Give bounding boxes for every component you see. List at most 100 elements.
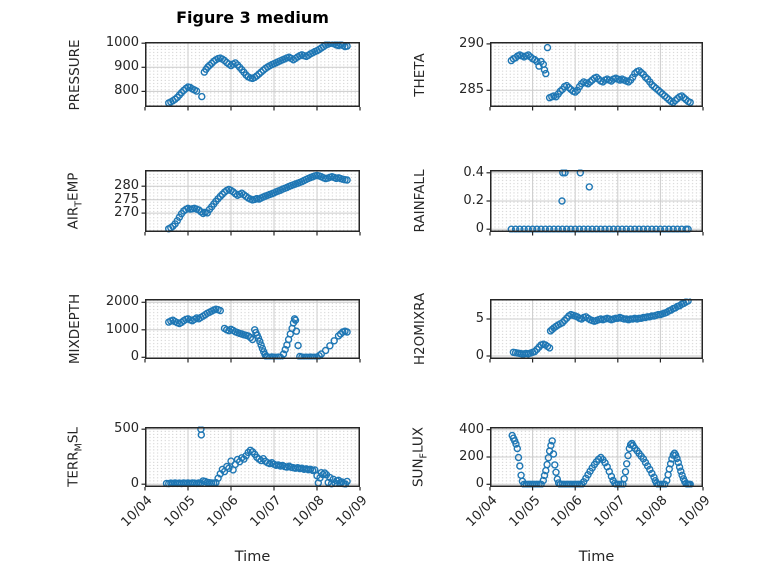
- data-point: [562, 81, 571, 90]
- data-point: [545, 225, 554, 233]
- data-point: [669, 98, 677, 107]
- data-point: [624, 451, 632, 460]
- data-point: [319, 470, 327, 479]
- data-point: [254, 334, 263, 342]
- data-point: [274, 353, 282, 360]
- series-sun-flux: [508, 431, 694, 488]
- data-point: [678, 471, 686, 479]
- axes-spine: [490, 299, 703, 359]
- x-axis-label-time-right: Time: [578, 549, 615, 565]
- ylabel-text: H2OMIXRA: [412, 292, 428, 366]
- series-mixdepth: [165, 305, 351, 360]
- data-point: [643, 225, 652, 233]
- data-point: [537, 225, 545, 233]
- data-point: [343, 477, 351, 486]
- data-point: [684, 298, 692, 305]
- data-point: [584, 225, 592, 233]
- data-point: [321, 346, 330, 355]
- y-tick-label-sun-flux: 0: [475, 476, 484, 492]
- ylabel-text: MIXDEPTH: [67, 293, 83, 365]
- y-tick-label-mixdepth: 1000: [105, 321, 139, 337]
- data-point: [513, 444, 521, 453]
- data-point: [671, 451, 680, 459]
- data-point: [511, 225, 520, 233]
- y-tick-label-rainfall: 0.4: [463, 164, 484, 180]
- data-point: [671, 96, 680, 105]
- y-tick-label-air-temp: 280: [114, 178, 139, 194]
- y-tick-label-rainfall: 0: [475, 221, 484, 237]
- plot-air-temp: [141, 170, 361, 236]
- data-point: [537, 480, 545, 488]
- y-tick-label-pressure: 1000: [105, 35, 139, 51]
- data-point: [580, 225, 588, 233]
- data-point: [543, 43, 552, 52]
- ylabel-text: TERR: [65, 451, 82, 487]
- ylabel-text: PRESSURE: [67, 39, 83, 110]
- data-point: [255, 70, 263, 78]
- data-point: [533, 225, 541, 233]
- data-point: [311, 353, 319, 360]
- series-h2omixra: [509, 298, 692, 358]
- figure-title: Figure 3 medium: [176, 8, 329, 27]
- y-axis-label-h2omixra: H2OMIXRA: [412, 293, 428, 365]
- data-point: [684, 225, 692, 233]
- series-air-temp: [165, 171, 351, 233]
- y-tick-label-mixdepth: 2000: [105, 294, 139, 310]
- ylabel-text: SL: [65, 427, 82, 444]
- data-point: [244, 448, 252, 457]
- series-pressure: [165, 41, 351, 107]
- data-point: [207, 59, 216, 68]
- data-point: [292, 327, 301, 335]
- data-point: [620, 475, 628, 483]
- data-point: [558, 225, 567, 233]
- data-point: [198, 92, 206, 101]
- ylabel-subscript: F: [418, 452, 430, 459]
- axes-spine: [145, 170, 360, 232]
- data-point: [291, 316, 300, 324]
- y-tick-label-h2omixra: 5: [475, 311, 484, 326]
- data-point: [543, 460, 551, 469]
- plot-terr-msl: [141, 426, 361, 491]
- data-point: [558, 197, 566, 205]
- data-point: [628, 73, 637, 81]
- data-point: [631, 225, 639, 233]
- data-point: [592, 225, 601, 233]
- y-tick-label-h2omixra: 0: [475, 348, 484, 364]
- data-point: [550, 225, 558, 233]
- data-point: [561, 169, 569, 177]
- data-point: [520, 225, 528, 233]
- x-axis-label-time-left: Time: [234, 549, 271, 565]
- data-point: [622, 225, 630, 233]
- x-tick-label: 10/09: [333, 493, 371, 531]
- data-point: [563, 225, 571, 233]
- data-point: [281, 345, 289, 354]
- data-point: [567, 225, 575, 233]
- data-point: [258, 344, 267, 353]
- data-point: [552, 468, 560, 476]
- data-point: [648, 225, 656, 233]
- data-point: [622, 460, 631, 468]
- x-tick-label: 10/05: [506, 493, 544, 531]
- y-axis-label-theta: THETA: [412, 53, 428, 96]
- data-point: [668, 455, 676, 463]
- data-point: [675, 463, 684, 471]
- y-axis-label-air-temp: AIRTEMP: [66, 173, 85, 230]
- y-axis-label-terr-msl: TERRMSL: [66, 427, 85, 487]
- data-point: [609, 225, 618, 233]
- axes-spine: [145, 42, 360, 107]
- data-point: [544, 454, 553, 462]
- data-point: [516, 462, 524, 470]
- data-point: [514, 453, 523, 462]
- y-axis-label-pressure: PRESSURE: [67, 39, 83, 110]
- plot-sun-flux: [486, 427, 704, 491]
- ylabel-subscript: M: [73, 443, 85, 452]
- y-tick-label-sun-flux: 200: [459, 449, 484, 464]
- data-point: [573, 86, 582, 94]
- data-point: [540, 471, 549, 480]
- axes-spine: [145, 299, 360, 359]
- plot-theta: [486, 42, 704, 111]
- data-point: [565, 83, 573, 92]
- data-point: [177, 88, 186, 97]
- y-tick-label-pressure: 800: [114, 83, 139, 99]
- data-point: [652, 225, 660, 233]
